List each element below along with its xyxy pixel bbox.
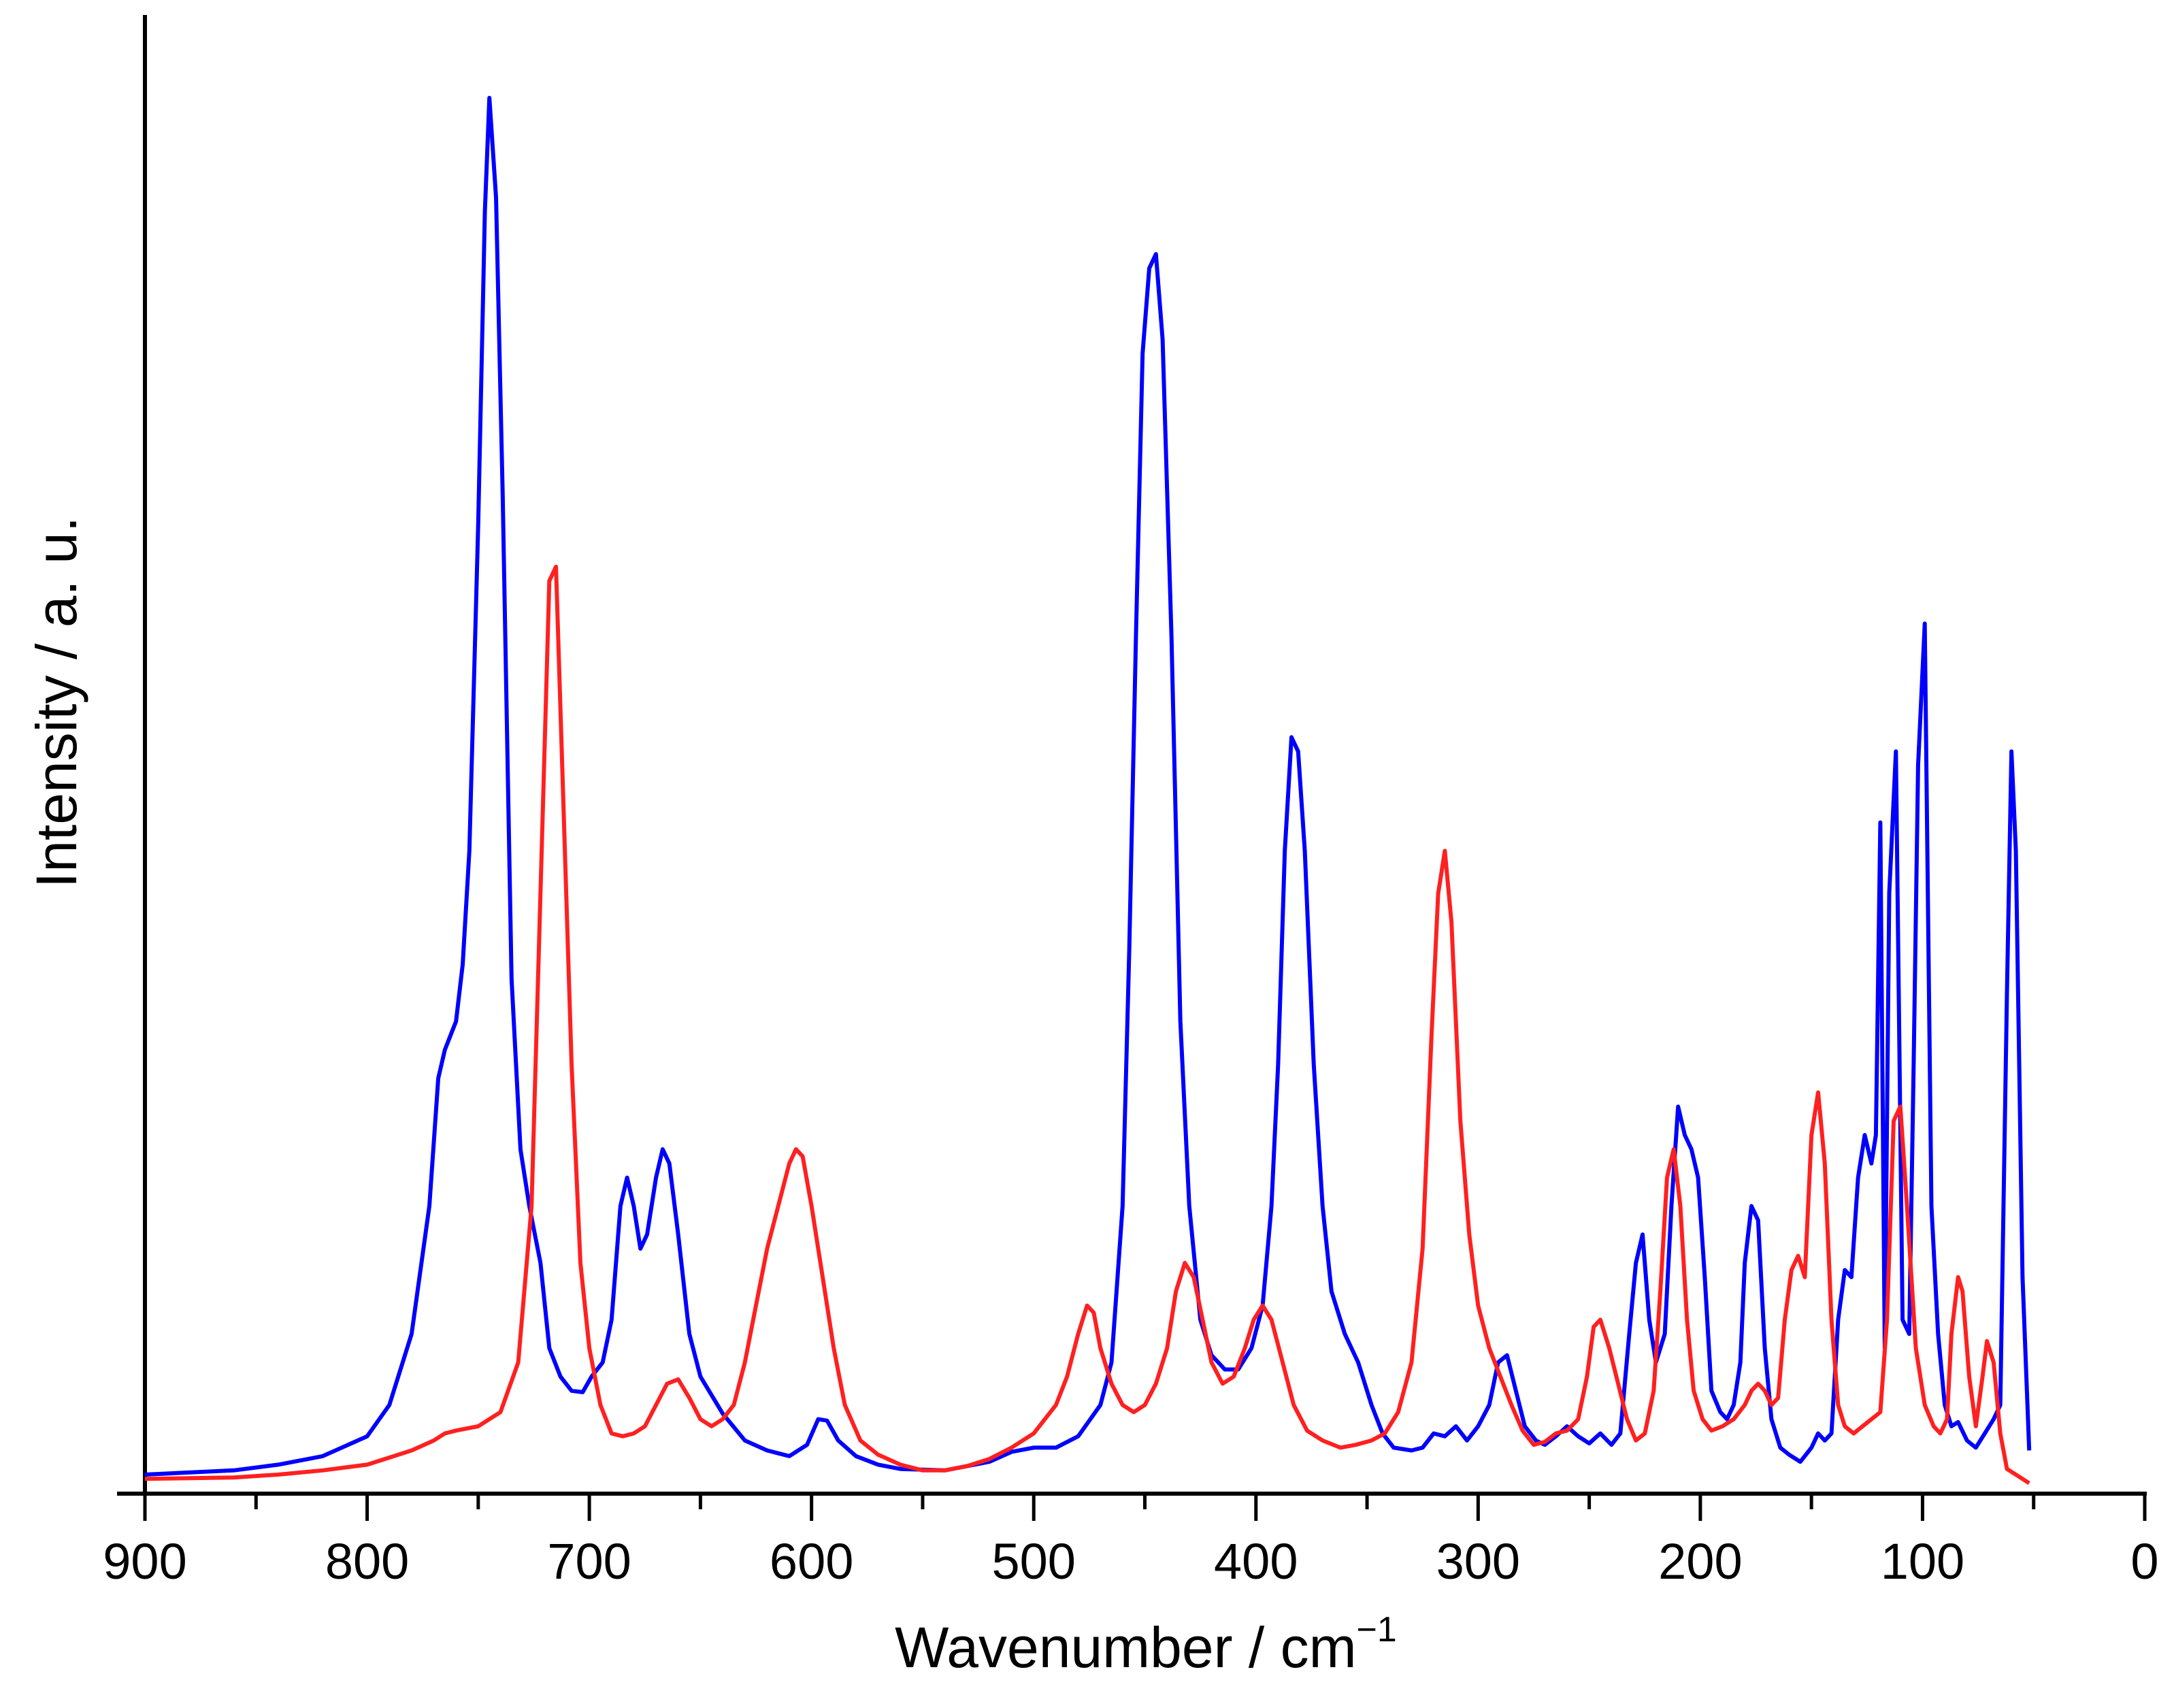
x-tick-label-300: 300 [1436,1533,1520,1590]
x-tick-label-400: 400 [1214,1533,1298,1590]
y-axis-title: Intensity / a. u. [24,516,88,888]
plot-series [144,95,2032,1485]
x-axis-title: Wavenumber / cm−1 [895,1610,1397,1679]
x-axis-title-main: Wavenumber / cm [895,1615,1356,1679]
x-tick-label-900: 900 [103,1533,186,1590]
x-tick-labels: 900 800 700 600 500 400 300 200 100 0 [103,1533,2158,1590]
x-tick-label-200: 200 [1658,1533,1742,1590]
x-tick-label-500: 500 [991,1533,1075,1590]
x-tick-label-0: 0 [2130,1533,2158,1590]
x-axis: 900 800 700 600 500 400 300 200 100 0 [103,1492,2159,1590]
series-line-1 [144,95,2032,1477]
x-tick-label-800: 800 [325,1533,409,1590]
x-axis-title-superscript: −1 [1357,1610,1397,1649]
x-tick-label-600: 600 [770,1533,853,1590]
x-ticks [143,1494,2147,1521]
x-tick-label-700: 700 [547,1533,631,1590]
series-line-2 [144,564,2030,1485]
x-tick-label-100: 100 [1881,1533,1964,1590]
